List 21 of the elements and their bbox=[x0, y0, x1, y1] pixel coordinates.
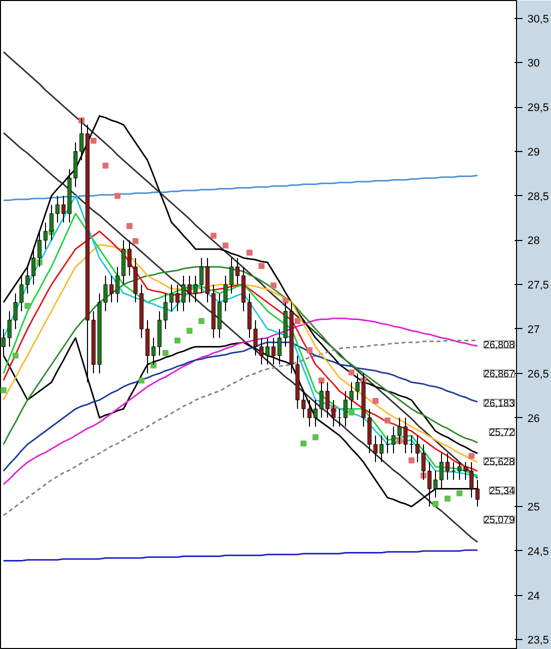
y-tick-label: 30 bbox=[528, 58, 540, 70]
y-tick-label: 28 bbox=[528, 235, 540, 248]
y-tick-label: 29,5 bbox=[528, 102, 549, 114]
y-tick-label: 27 bbox=[528, 324, 540, 336]
y-tick-label: 23,5 bbox=[528, 634, 549, 647]
y-tick-label: 24,5 bbox=[528, 546, 549, 558]
y-tick-label: 25 bbox=[528, 502, 540, 514]
y-tick-label: 27,5 bbox=[528, 280, 549, 292]
y-tick-label: 29 bbox=[528, 146, 540, 158]
text: 25,72 bbox=[489, 428, 515, 439]
y-tick-label: 28,5 bbox=[528, 190, 549, 203]
text: 25,079 bbox=[484, 515, 515, 526]
text: 26,183 bbox=[484, 398, 515, 410]
text: 25,34 bbox=[489, 486, 515, 497]
text: 26,808 bbox=[484, 340, 515, 351]
y-tick-label: 26,5 bbox=[528, 368, 549, 380]
y-tick-label: 24 bbox=[528, 590, 540, 602]
text: 25,628 bbox=[484, 456, 515, 468]
y-tick-label: 30,5 bbox=[528, 13, 549, 26]
y-tick-label: 26 bbox=[528, 412, 540, 425]
text: 26,867 bbox=[484, 369, 515, 380]
